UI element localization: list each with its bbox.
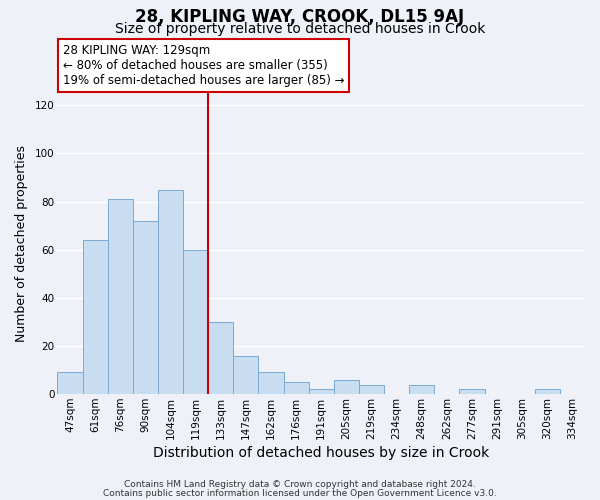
Text: Contains public sector information licensed under the Open Government Licence v3: Contains public sector information licen… [103, 488, 497, 498]
Bar [460, 390, 485, 394]
Bar [233, 356, 259, 394]
Bar [158, 190, 183, 394]
Bar [334, 380, 359, 394]
Bar [58, 372, 83, 394]
Bar [284, 382, 308, 394]
X-axis label: Distribution of detached houses by size in Crook: Distribution of detached houses by size … [153, 446, 490, 460]
Y-axis label: Number of detached properties: Number of detached properties [15, 145, 28, 342]
Text: Contains HM Land Registry data © Crown copyright and database right 2024.: Contains HM Land Registry data © Crown c… [124, 480, 476, 489]
Bar [308, 390, 334, 394]
Bar [409, 384, 434, 394]
Bar [535, 390, 560, 394]
Bar [108, 199, 133, 394]
Bar [83, 240, 108, 394]
Bar [259, 372, 284, 394]
Bar [208, 322, 233, 394]
Text: Size of property relative to detached houses in Crook: Size of property relative to detached ho… [115, 22, 485, 36]
Bar [359, 384, 384, 394]
Text: 28, KIPLING WAY, CROOK, DL15 9AJ: 28, KIPLING WAY, CROOK, DL15 9AJ [136, 8, 464, 26]
Bar [133, 221, 158, 394]
Text: 28 KIPLING WAY: 129sqm
← 80% of detached houses are smaller (355)
19% of semi-de: 28 KIPLING WAY: 129sqm ← 80% of detached… [63, 44, 344, 87]
Bar [183, 250, 208, 394]
